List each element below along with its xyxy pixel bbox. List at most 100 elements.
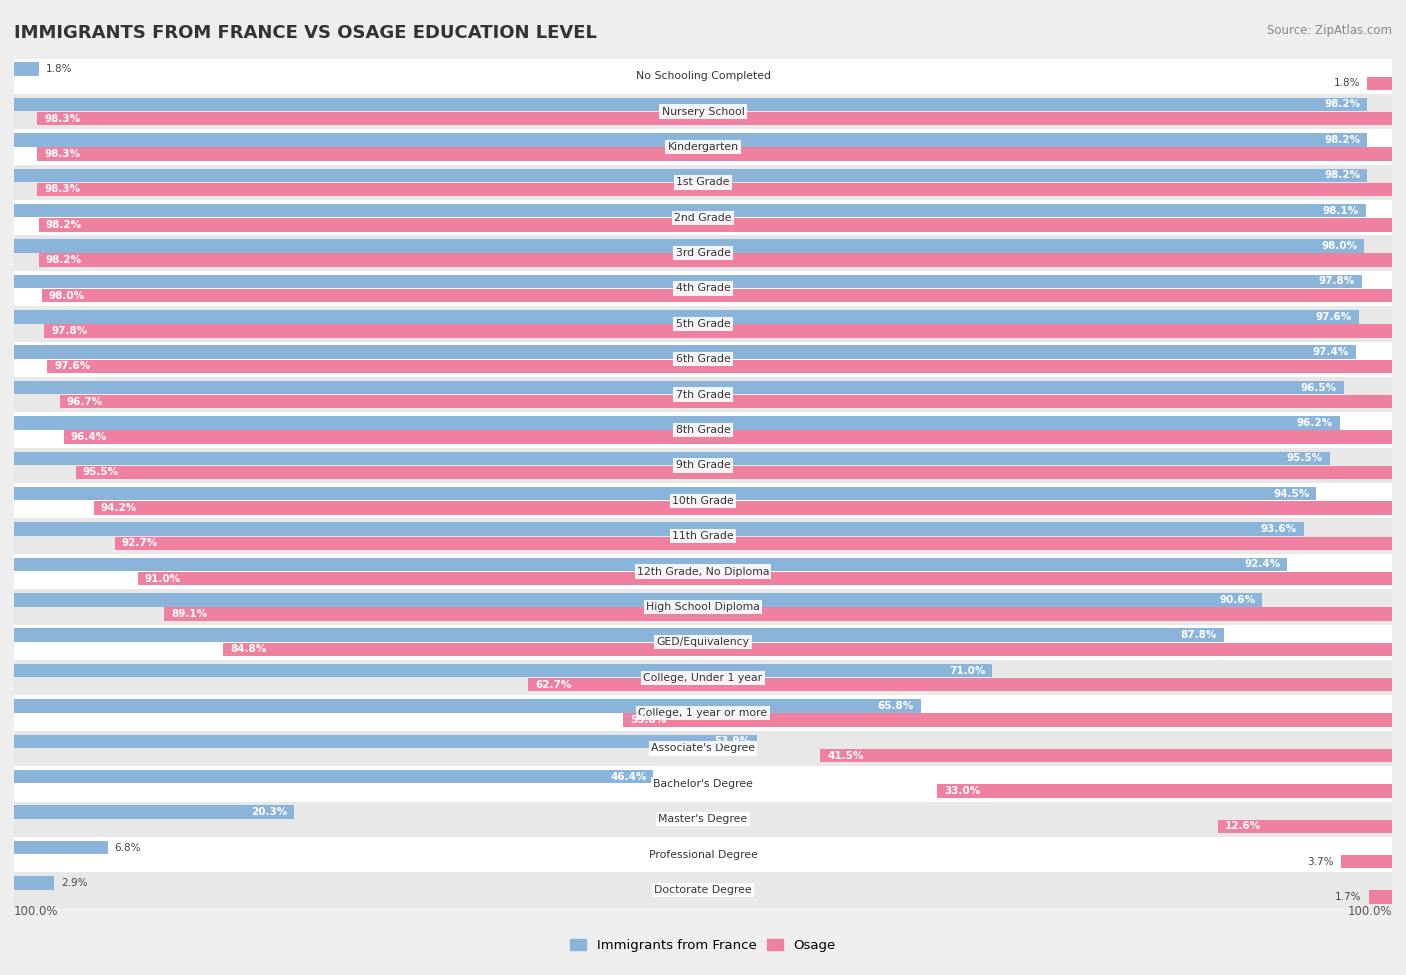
Bar [14, 805, 294, 819]
Text: 100.0%: 100.0% [14, 906, 59, 918]
Text: Associate's Degree: Associate's Degree [651, 744, 755, 754]
Bar [165, 607, 1392, 621]
Bar [1367, 77, 1392, 90]
Bar [14, 837, 1392, 873]
Text: 98.0%: 98.0% [1322, 241, 1358, 251]
Bar [14, 235, 1392, 271]
Text: 7th Grade: 7th Grade [676, 390, 730, 400]
Bar [14, 412, 1392, 448]
Bar [14, 204, 1365, 217]
Text: 98.2%: 98.2% [1324, 135, 1360, 145]
Text: 89.1%: 89.1% [172, 609, 207, 619]
Text: 97.4%: 97.4% [1313, 347, 1350, 357]
Text: Master's Degree: Master's Degree [658, 814, 748, 824]
Bar [14, 94, 1392, 130]
Bar [14, 730, 1392, 766]
Text: 92.4%: 92.4% [1244, 560, 1281, 569]
Text: 96.2%: 96.2% [1296, 418, 1333, 428]
Text: 12.6%: 12.6% [1225, 821, 1261, 832]
Text: College, Under 1 year: College, Under 1 year [644, 673, 762, 682]
Text: 1.8%: 1.8% [46, 64, 72, 74]
Bar [14, 98, 1367, 111]
Bar [14, 523, 1303, 536]
Text: 100.0%: 100.0% [1347, 906, 1392, 918]
Text: 5th Grade: 5th Grade [676, 319, 730, 329]
Text: 98.2%: 98.2% [1324, 99, 1360, 109]
Bar [1341, 855, 1392, 869]
Bar [938, 784, 1392, 798]
Text: 98.2%: 98.2% [1324, 171, 1360, 180]
Bar [14, 310, 1358, 324]
Text: Bachelor's Degree: Bachelor's Degree [652, 779, 754, 789]
Text: 8th Grade: 8th Grade [676, 425, 730, 435]
Bar [224, 643, 1392, 656]
Bar [38, 112, 1392, 126]
Text: 9th Grade: 9th Grade [676, 460, 730, 470]
Bar [14, 239, 1364, 253]
Bar [14, 134, 1367, 146]
Text: 98.0%: 98.0% [48, 291, 84, 300]
Text: 96.5%: 96.5% [1301, 382, 1337, 393]
Text: 2nd Grade: 2nd Grade [675, 213, 731, 222]
Text: GED/Equivalency: GED/Equivalency [657, 638, 749, 647]
Text: 98.1%: 98.1% [1323, 206, 1358, 215]
Bar [63, 430, 1392, 444]
Bar [14, 487, 1316, 500]
Bar [138, 572, 1392, 585]
Bar [14, 695, 1392, 730]
Text: 10th Grade: 10th Grade [672, 495, 734, 506]
Bar [14, 200, 1392, 235]
Bar [39, 254, 1392, 267]
Bar [14, 766, 1392, 801]
Bar [14, 589, 1392, 625]
Bar [820, 749, 1392, 762]
Text: 1st Grade: 1st Grade [676, 177, 730, 187]
Text: 98.2%: 98.2% [46, 255, 82, 265]
Bar [14, 840, 108, 854]
Bar [14, 451, 1330, 465]
Bar [14, 416, 1340, 430]
Text: 94.2%: 94.2% [101, 503, 138, 513]
Text: 1.8%: 1.8% [1334, 78, 1360, 89]
Bar [14, 519, 1392, 554]
Text: 97.8%: 97.8% [1319, 276, 1355, 287]
Text: 90.6%: 90.6% [1219, 595, 1256, 604]
Text: 98.3%: 98.3% [45, 184, 80, 194]
Bar [14, 271, 1392, 306]
Text: 46.4%: 46.4% [610, 772, 647, 782]
Bar [38, 182, 1392, 196]
Bar [14, 306, 1392, 341]
Text: 96.4%: 96.4% [70, 432, 107, 442]
Bar [38, 147, 1392, 161]
Text: 97.6%: 97.6% [53, 362, 90, 371]
Bar [1219, 820, 1392, 833]
Bar [14, 770, 654, 784]
Text: 2.9%: 2.9% [60, 878, 87, 888]
Text: 98.2%: 98.2% [46, 219, 82, 230]
Bar [14, 593, 1263, 606]
Text: 95.5%: 95.5% [1286, 453, 1323, 463]
Text: 4th Grade: 4th Grade [676, 284, 730, 293]
Bar [623, 714, 1392, 726]
Bar [76, 466, 1392, 479]
Text: 53.9%: 53.9% [714, 736, 749, 746]
Text: IMMIGRANTS FROM FRANCE VS OSAGE EDUCATION LEVEL: IMMIGRANTS FROM FRANCE VS OSAGE EDUCATIO… [14, 24, 598, 42]
Bar [14, 873, 1392, 908]
Text: College, 1 year or more: College, 1 year or more [638, 708, 768, 718]
Text: 41.5%: 41.5% [827, 751, 863, 760]
Text: Professional Degree: Professional Degree [648, 849, 758, 860]
Text: 92.7%: 92.7% [121, 538, 157, 548]
Bar [14, 377, 1392, 412]
Bar [14, 448, 1392, 483]
Text: 20.3%: 20.3% [250, 807, 287, 817]
Text: 71.0%: 71.0% [949, 666, 986, 676]
Text: 1.7%: 1.7% [1336, 892, 1361, 902]
Bar [59, 395, 1392, 409]
Text: 96.7%: 96.7% [66, 397, 103, 407]
Bar [14, 877, 53, 889]
Legend: Immigrants from France, Osage: Immigrants from France, Osage [565, 933, 841, 957]
Text: Source: ZipAtlas.com: Source: ZipAtlas.com [1267, 24, 1392, 37]
Bar [14, 345, 1357, 359]
Bar [14, 483, 1392, 519]
Bar [48, 360, 1392, 373]
